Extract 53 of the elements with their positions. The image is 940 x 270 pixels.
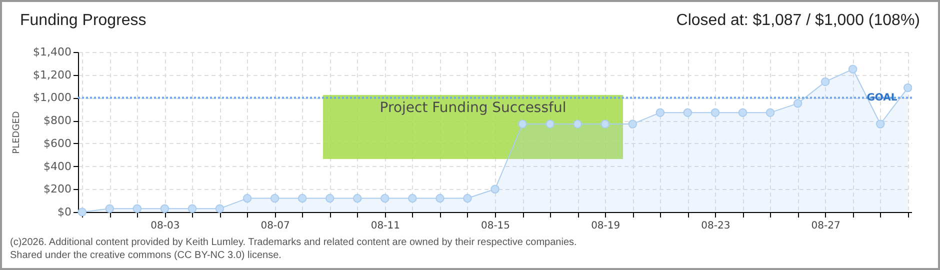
point <box>215 204 224 213</box>
x-tick-label: 08-23 <box>701 220 730 232</box>
y-tick-label: $600 <box>44 136 72 150</box>
y-tick-label: $0 <box>58 206 72 218</box>
x-tick-label: 08-03 <box>150 220 180 232</box>
x-tick-label: 08-15 <box>480 220 510 232</box>
point <box>242 194 252 203</box>
point <box>518 120 527 128</box>
x-tick-label: 08-11 <box>370 220 400 232</box>
point <box>353 194 362 203</box>
point <box>408 194 417 203</box>
point <box>738 108 748 117</box>
x-tick-label: 08-27 <box>811 220 840 232</box>
point <box>820 77 830 86</box>
text: Shared under the creative commons (CC BY-NC 3.0) license. <box>10 249 282 262</box>
point <box>848 64 858 74</box>
y-tick-label: $1,200 <box>33 68 72 82</box>
x-tick-label: 08-07 <box>260 220 290 232</box>
point <box>105 204 114 213</box>
point <box>463 194 472 203</box>
point <box>188 204 197 213</box>
point <box>78 208 86 216</box>
x-tick-label: 08-19 <box>591 220 620 232</box>
point <box>656 108 665 117</box>
point <box>766 108 775 117</box>
point <box>380 194 390 203</box>
point <box>436 194 444 203</box>
y-axis-title: PLEDGED <box>12 111 22 154</box>
chart-subtitle: Closed at: $1,087 / $1,000 (108%) <box>676 12 920 30</box>
point <box>683 108 692 117</box>
point <box>628 120 637 128</box>
point <box>876 120 885 128</box>
point <box>160 204 170 213</box>
point <box>573 120 582 128</box>
y-tick-label: $400 <box>44 160 72 173</box>
point <box>793 99 802 108</box>
annotation: Project Funding Successful <box>380 100 566 116</box>
chart-title: Funding Progress <box>20 12 146 30</box>
point <box>325 194 334 203</box>
text: (c)2026. Additional content provided by Keith Lumley. Trademarks and related content are owned by their respective companies. <box>10 236 577 249</box>
y-tick-label: $1,000 <box>33 91 72 104</box>
point <box>710 108 720 117</box>
point <box>600 120 610 128</box>
point <box>132 204 142 213</box>
point <box>270 194 280 203</box>
y-tick-label: $200 <box>44 182 72 196</box>
point <box>298 194 307 203</box>
y-tick-label: $1,400 <box>33 46 72 58</box>
point <box>490 184 500 194</box>
point <box>904 83 912 92</box>
point <box>546 120 554 128</box>
ref-line-label: GOAL <box>866 92 898 104</box>
y-tick-label: $800 <box>44 114 72 128</box>
